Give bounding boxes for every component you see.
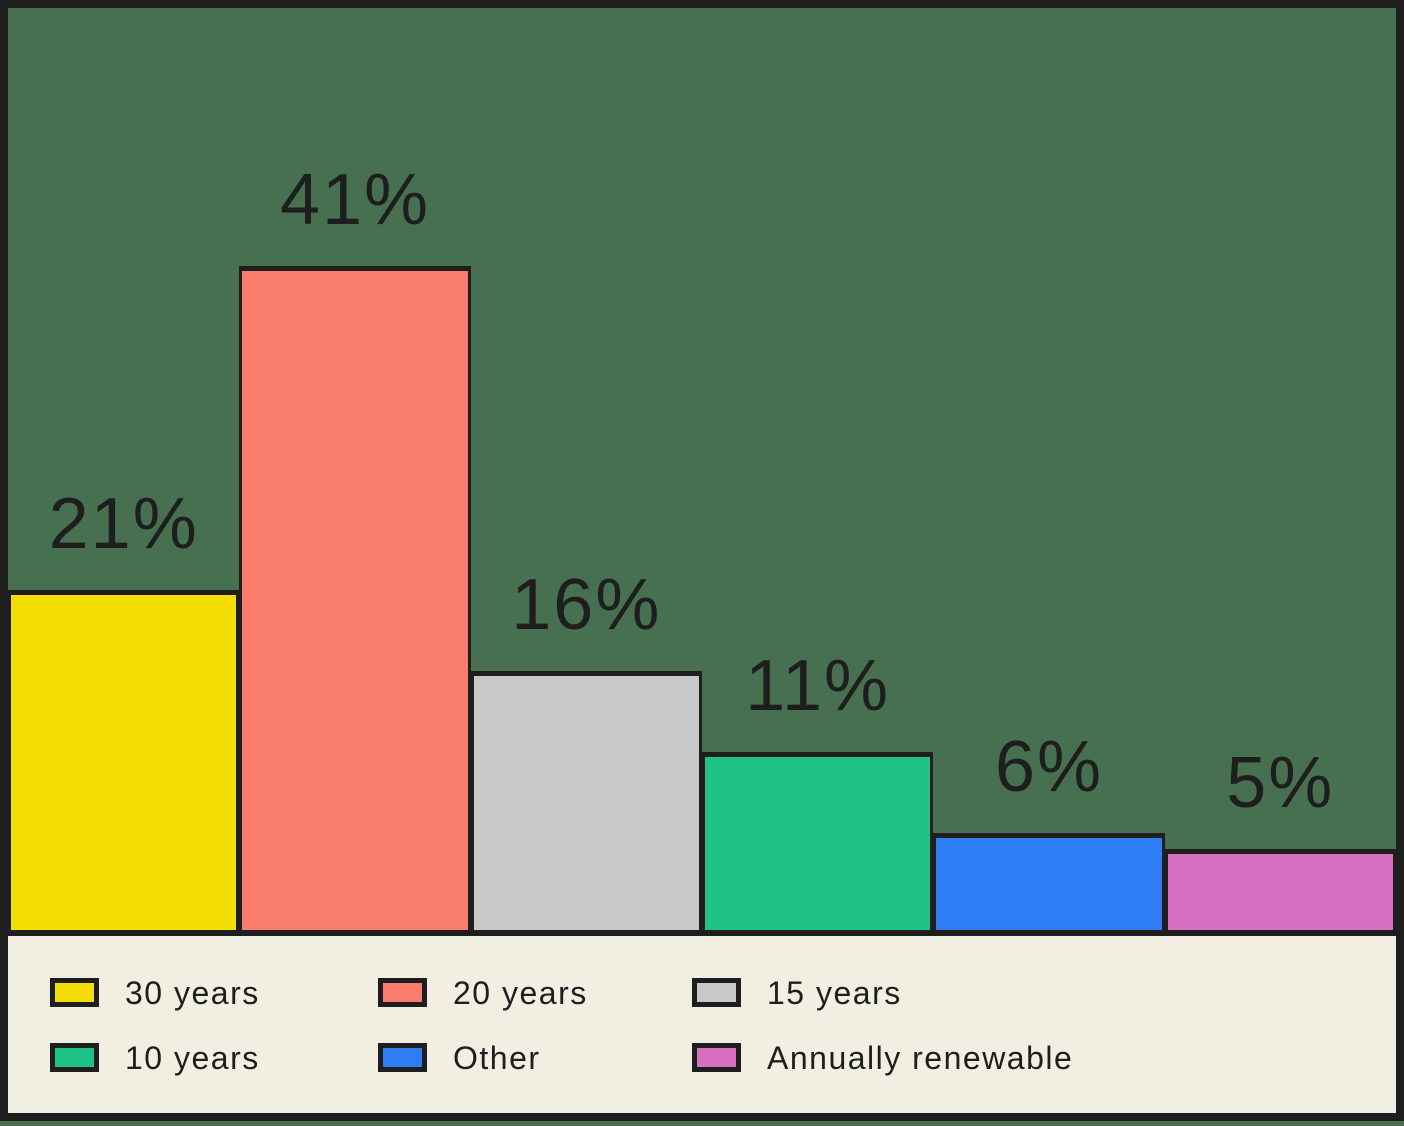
legend-label: 20 years (453, 974, 588, 1011)
bar-group: 16% (470, 565, 702, 930)
legend-swatch (378, 978, 427, 1007)
legend-swatch (692, 978, 741, 1007)
legend-swatch (50, 1043, 99, 1072)
bar (701, 752, 934, 930)
bar-value-label: 21% (48, 484, 199, 564)
legend-label: 30 years (125, 974, 260, 1011)
legend-item: 10 years (50, 1039, 260, 1076)
legend-label: 10 years (125, 1039, 260, 1076)
legend-label: 15 years (767, 974, 902, 1011)
bar-group: 11% (701, 646, 934, 930)
legend-item: Other (378, 1039, 541, 1076)
legend-swatch (692, 1043, 741, 1072)
bar-value-label: 6% (994, 727, 1103, 807)
bar (933, 833, 1165, 930)
legend-item: Annually renewable (692, 1039, 1074, 1076)
bar-group: 6% (933, 727, 1165, 930)
bar (8, 590, 240, 930)
legend-label: Annually renewable (767, 1039, 1074, 1076)
legend-swatch (378, 1043, 427, 1072)
bar (239, 266, 471, 930)
bar-group: 5% (1164, 743, 1396, 930)
legend: 30 years 20 years 15 years 10 years Othe… (8, 930, 1396, 1113)
bar-chart: 21% 41% 16% 11% 6% 5% (8, 8, 1396, 930)
legend-label: Other (453, 1039, 541, 1076)
legend-item: 15 years (692, 974, 902, 1011)
bar-value-label: 5% (1226, 743, 1335, 823)
legend-item: 30 years (50, 974, 260, 1011)
legend-item: 20 years (378, 974, 588, 1011)
bar-value-label: 41% (279, 160, 431, 240)
bar-group: 21% (8, 484, 240, 930)
bar-value-label: 11% (745, 646, 891, 726)
bar-value-label: 16% (511, 565, 662, 645)
bar (470, 671, 702, 930)
legend-swatch (50, 978, 99, 1007)
bar (1164, 849, 1396, 930)
bar-group: 41% (239, 160, 471, 930)
